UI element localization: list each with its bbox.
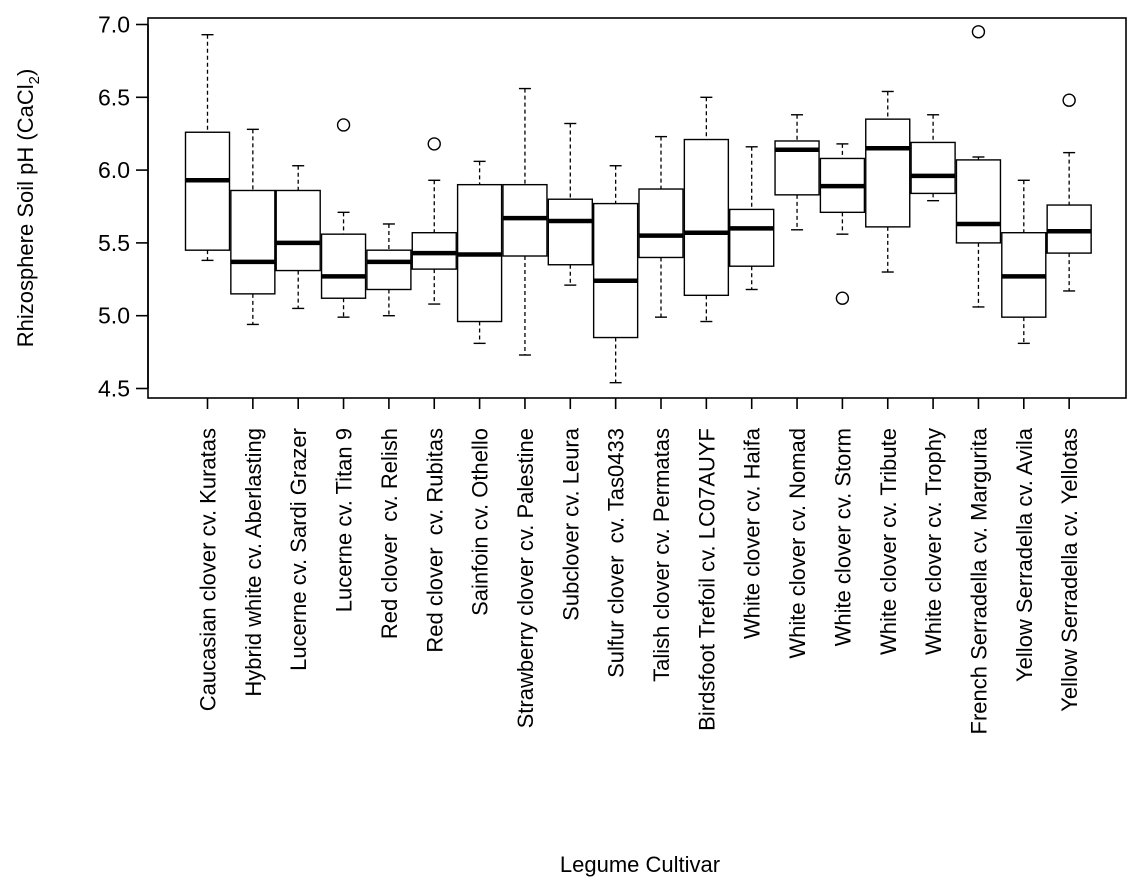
x-category-label: White clover cv. Storm xyxy=(830,428,855,646)
y-tick-label: 5.5 xyxy=(98,230,130,256)
box-group xyxy=(683,96,730,323)
x-category-label: Yellow Serradella cv. Avila xyxy=(1012,427,1037,682)
box-group xyxy=(955,25,1002,308)
iqr-box xyxy=(729,208,775,267)
box-group xyxy=(230,128,276,326)
x-axis-title: Legume Cultivar xyxy=(560,852,720,877)
box-group xyxy=(547,122,593,286)
y-tick-label: 6.0 xyxy=(98,157,130,183)
box-group xyxy=(456,160,503,345)
iqr-box xyxy=(320,233,367,299)
box-group xyxy=(774,114,820,231)
y-axis-title-main: Rhizosphere Soil pH (CaCl xyxy=(13,84,38,347)
iqr-box xyxy=(865,118,911,228)
x-category-label: Red clover cv. Relish xyxy=(377,428,402,639)
x-category-label: White clover cv. Trophy xyxy=(921,428,946,655)
iqr-box xyxy=(910,141,956,195)
y-tick-label: 6.5 xyxy=(98,84,130,110)
outlier-point xyxy=(1062,93,1076,107)
x-category-label: Sainfoin cv. Othello xyxy=(468,428,493,616)
x-category-label: Red clover cv. Rubitas xyxy=(422,428,447,653)
box-group xyxy=(592,165,639,384)
box-group xyxy=(865,90,911,273)
iqr-box xyxy=(366,249,412,291)
y-tick-label: 4.5 xyxy=(98,376,130,402)
y-axis-title-close: ) xyxy=(13,69,38,76)
x-category-label: Strawberry clover cv. Palestine xyxy=(513,428,538,728)
box-group xyxy=(1001,179,1047,345)
box-group xyxy=(366,223,412,317)
x-category-label: Yellow Serradella cv. Yellotas xyxy=(1057,428,1082,712)
outlier-point xyxy=(336,118,351,132)
y-tick-label: 5.0 xyxy=(98,303,130,329)
iqr-box xyxy=(955,159,1002,244)
iqr-box xyxy=(184,131,231,251)
iqr-box xyxy=(683,138,730,297)
box-group xyxy=(275,165,321,310)
y-axis-title: Rhizosphere Soil pH (CaCl2) xyxy=(13,69,43,348)
y-tick-label: 7.0 xyxy=(98,12,130,38)
outlier-point xyxy=(835,291,850,305)
box-group xyxy=(910,114,956,202)
boxes xyxy=(184,25,1092,384)
iqr-box xyxy=(638,188,684,259)
iqr-box xyxy=(547,198,593,266)
x-category-label: White clover cv. Nomad xyxy=(785,428,810,659)
x-category-label: White clover cv. Tribute xyxy=(876,428,901,655)
outlier-point xyxy=(427,137,441,151)
iqr-box xyxy=(230,189,276,295)
iqr-box xyxy=(592,202,639,339)
box-group xyxy=(729,146,775,291)
y-axis-title-subscript: 2 xyxy=(26,76,43,84)
iqr-box xyxy=(275,189,321,272)
box-group xyxy=(184,33,231,262)
x-category-label: Hybrid white cv. Aberlasting xyxy=(241,428,266,697)
box-group xyxy=(411,137,457,305)
y-axis: 4.5 5.0 5.5 6.0 6.5 7.0 xyxy=(98,12,149,402)
box-group xyxy=(638,135,684,318)
x-category-label: Subclover cv. Leura xyxy=(558,427,583,621)
x-category-label: Lucerne cv. Sardi Grazer xyxy=(286,428,311,671)
x-category-label: French Serradella cv. Margurita xyxy=(966,427,991,734)
x-category-label: White clover cv. Haifa xyxy=(740,427,765,639)
x-category-label: Birdsfoot Trefoil cv. LC07AUYF xyxy=(694,428,719,731)
x-category-label: Caucasian clover cv. Kuratas xyxy=(196,428,221,711)
box-group xyxy=(502,87,548,356)
x-axis-labels: Caucasian clover cv. Kuratas Hybrid white… xyxy=(196,398,1082,735)
outlier-point xyxy=(971,25,986,39)
box-group xyxy=(1046,93,1092,292)
x-category-label: Lucerne cv. Titan 9 xyxy=(332,428,357,612)
box-group xyxy=(819,143,866,305)
x-category-label: Sulfur clover cv. Tas0433 xyxy=(604,428,629,678)
box-group xyxy=(320,118,367,318)
x-category-label: Talish clover cv. Permatas xyxy=(649,428,674,682)
